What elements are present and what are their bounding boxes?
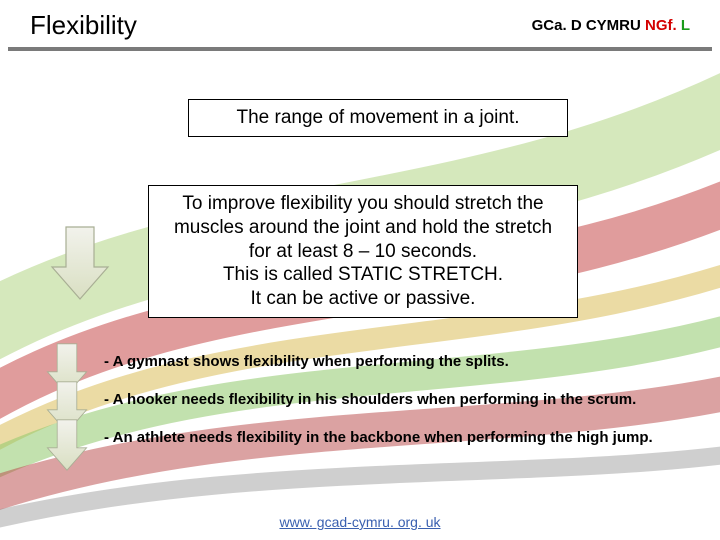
header-divider: [8, 47, 712, 51]
arrow-down-icon: [44, 417, 90, 473]
content-area: The range of movement in a joint. To imp…: [8, 55, 712, 525]
footer: www. gcad-cymru. org. uk: [0, 514, 720, 530]
improvement-box: To improve flexibility you should stretc…: [148, 185, 578, 318]
slide-title: Flexibility: [30, 10, 137, 41]
example-text-2: - A hooker needs flexibility in his shou…: [104, 389, 692, 412]
footer-link[interactable]: www. gcad-cymru. org. uk: [279, 514, 440, 530]
example-text-1: - A gymnast shows flexibility when perfo…: [104, 351, 692, 374]
arrow-down-icon: [48, 223, 112, 303]
improvement-text: To improve flexibility you should stretc…: [174, 193, 552, 309]
header: Flexibility GCa. D CYMRU NGf. L: [0, 0, 720, 47]
logo-text-green: L: [681, 17, 690, 34]
example-text-3: - An athlete needs flexibility in the ba…: [104, 427, 692, 450]
logo-text-red: NGf.: [645, 17, 681, 34]
brand-logo: GCa. D CYMRU NGf. L: [532, 17, 690, 34]
logo-text-black: GCa. D CYMRU: [532, 17, 645, 34]
definition-box: The range of movement in a joint.: [188, 99, 568, 137]
